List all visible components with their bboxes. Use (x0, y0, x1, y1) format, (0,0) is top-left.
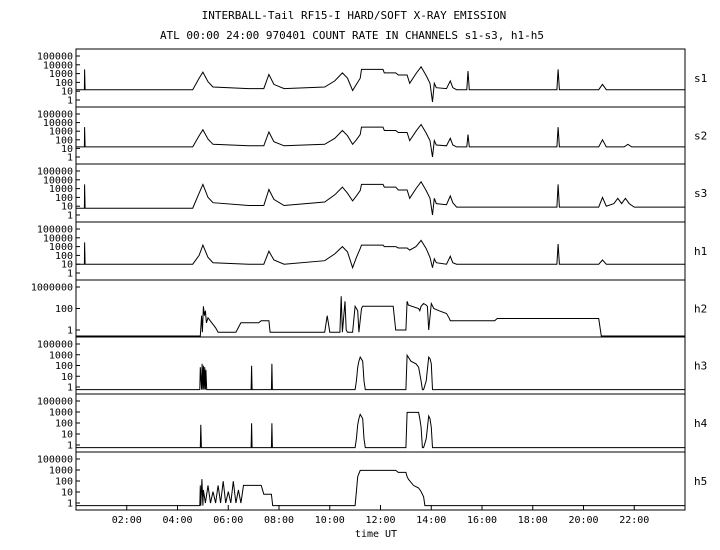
y-tick-label-s3: 100 (55, 193, 73, 204)
x-tick-label: 02:00 (112, 515, 142, 526)
y-tick-label-s2: 100000 (37, 110, 73, 121)
y-tick-label-s3: 10 (61, 202, 73, 213)
y-tick-label-h5: 1000 (49, 466, 73, 477)
y-tick-label-h3: 1000 (49, 350, 73, 361)
x-tick-label: 20:00 (568, 515, 598, 526)
series-line-h2 (76, 296, 685, 337)
x-tick-label: 18:00 (518, 515, 548, 526)
y-tick-label-h4: 1 (67, 441, 73, 452)
y-tick-label-h5: 100 (55, 477, 73, 488)
y-tick-label-h1: 1 (67, 269, 73, 280)
y-tick-label-s3: 10000 (43, 175, 73, 186)
x-tick-label: 22:00 (619, 515, 649, 526)
y-tick-label-h4: 100 (55, 419, 73, 430)
y-tick-label-s3: 1000 (49, 184, 73, 195)
y-tick-label-s1: 1000 (49, 69, 73, 80)
y-tick-label-s1: 10 (61, 87, 73, 98)
y-tick-label-s2: 10 (61, 144, 73, 155)
panel-label-h4: h4 (694, 417, 708, 430)
y-tick-label-h1: 10000 (43, 233, 73, 244)
y-tick-label-h1: 1000 (49, 242, 73, 253)
x-tick-label: 10:00 (315, 515, 345, 526)
y-tick-label-s1: 1 (67, 96, 73, 107)
series-line-h1 (76, 239, 685, 270)
x-tick-label: 08:00 (264, 515, 294, 526)
y-tick-label-h2: 1000000 (31, 283, 73, 294)
panel-frame-h2 (75, 279, 686, 338)
panel-label-h3: h3 (694, 360, 707, 373)
panel-label-h2: h2 (694, 303, 707, 316)
panel-frame-h1 (75, 221, 686, 281)
y-tick-label-h1: 100 (55, 251, 73, 262)
panel-frame-s3 (75, 163, 686, 223)
series-line-s2 (76, 123, 685, 158)
panel-frame-h5 (75, 451, 686, 511)
x-axis-label: time UT (355, 529, 397, 540)
x-tick-label: 12:00 (365, 515, 395, 526)
y-tick-label-h1: 10 (61, 260, 73, 271)
y-tick-label-h3: 1 (67, 383, 73, 394)
panel-frame-s2 (75, 106, 686, 165)
chart-title: INTERBALL-Tail RF15-I HARD/SOFT X-RAY EM… (202, 9, 507, 22)
y-tick-label-h5: 1 (67, 499, 73, 510)
y-tick-label-s1: 100000 (37, 52, 73, 63)
y-tick-label-h5: 10 (61, 488, 73, 499)
y-tick-label-h1: 100000 (37, 225, 73, 236)
y-tick-label-h2: 100 (55, 304, 73, 315)
x-tick-label: 14:00 (416, 515, 446, 526)
y-tick-label-h4: 1000 (49, 408, 73, 419)
panels: 100000100001000100101s110000010000100010… (31, 48, 708, 511)
y-tick-label-s1: 100 (55, 78, 73, 89)
y-tick-label-h3: 100 (55, 361, 73, 372)
y-tick-label-s2: 100 (55, 135, 73, 146)
panel-label-s3: s3 (694, 187, 707, 200)
panel-h2: 1000000 100 1 h2 (31, 279, 707, 338)
y-tick-label-s3: 100000 (37, 167, 73, 178)
y-tick-label-s2: 1 (67, 153, 73, 164)
x-axis: 02:00 04:00 06:00 08:00 10:00 12:00 14:00 16:00… (112, 505, 649, 526)
series-line-s1 (76, 65, 685, 103)
y-tick-label-h3: 10 (61, 372, 73, 383)
panel-frame-h4 (75, 393, 686, 453)
y-tick-label-s2: 1000 (49, 127, 73, 138)
y-tick-label-h4: 10 (61, 430, 73, 441)
panel-label-h5: h5 (694, 475, 707, 488)
y-tick-label-s1: 10000 (43, 60, 73, 71)
y-tick-label-h5: 100000 (37, 455, 73, 466)
panel-frame-h3 (75, 336, 686, 395)
x-tick-label: 04:00 (162, 515, 192, 526)
y-tick-label-h4: 100000 (37, 397, 73, 408)
series-line-s3 (76, 180, 685, 216)
x-tick-label: 16:00 (467, 515, 497, 526)
y-tick-label-s3: 1 (67, 211, 73, 222)
series-line-h3 (76, 353, 685, 391)
series-line-h5 (76, 469, 685, 507)
panel-frame-s1 (75, 48, 686, 108)
y-tick-label-h3: 100000 (37, 340, 73, 351)
x-tick-label: 06:00 (213, 515, 243, 526)
panel-label-s1: s1 (694, 72, 707, 85)
y-tick-label-s2: 10000 (43, 118, 73, 129)
panel-label-h1: h1 (694, 245, 707, 258)
y-tick-label-h2: 1 (67, 326, 73, 337)
panel-label-s2: s2 (694, 130, 707, 143)
series-line-h4 (76, 411, 685, 449)
chart-subtitle: ATL 00:00 24:00 970401 COUNT RATE IN CHA… (160, 29, 544, 42)
